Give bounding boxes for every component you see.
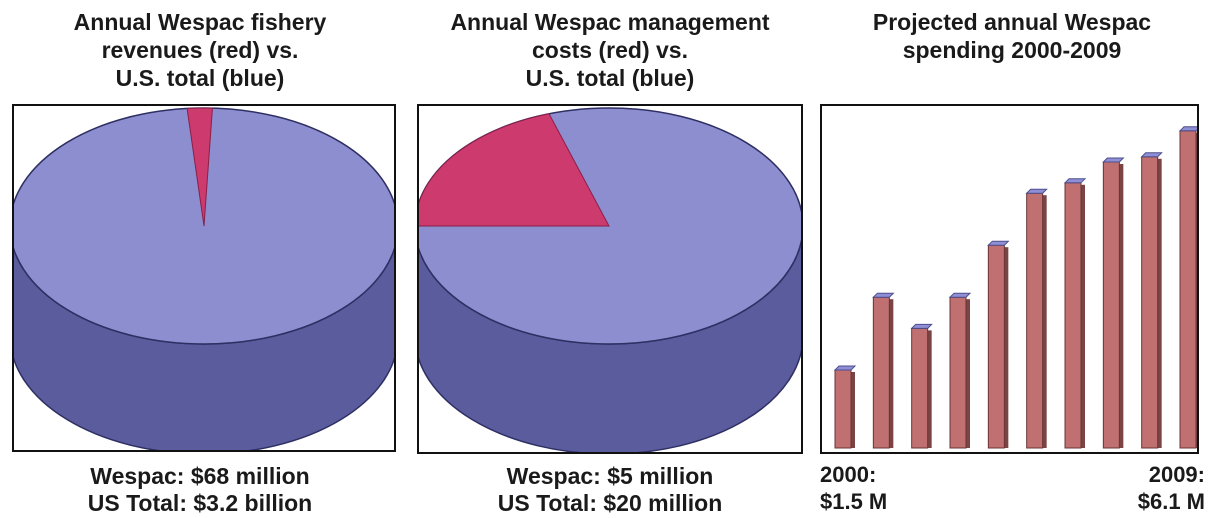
bar-side xyxy=(851,372,855,448)
revenue-pie-panel: Annual Wespac fishery revenues (red) vs.… xyxy=(0,0,400,518)
costs-pie-chart xyxy=(419,107,801,452)
bar-top xyxy=(1063,178,1087,184)
spending-bar-panel: Projected annual Wespac spending 2000-20… xyxy=(815,0,1209,518)
bar-2005 xyxy=(1025,188,1048,449)
revenue-pie-caption-us-total: US Total: $3.2 billion xyxy=(87,490,313,516)
costs-pie-panel: Annual Wespac management costs (red) vs.… xyxy=(410,0,810,518)
costs-pie-title: Annual Wespac management costs (red) vs.… xyxy=(450,9,770,91)
revenue-pie-title: Annual Wespac fishery revenues (red) vs.… xyxy=(73,9,327,91)
bar-side xyxy=(1157,158,1162,449)
bar-side xyxy=(927,330,932,448)
bar-front xyxy=(1102,161,1120,449)
bar-top xyxy=(948,292,972,298)
bar-front xyxy=(834,369,852,449)
bar-front xyxy=(911,327,929,449)
bar-front xyxy=(1179,130,1197,449)
spending-bar-title: Projected annual Wespac spending 2000-20… xyxy=(872,9,1152,63)
bar-front xyxy=(1026,192,1044,449)
bar-front xyxy=(1141,156,1159,449)
bar-top xyxy=(910,323,933,329)
bar-side xyxy=(889,299,894,448)
bar-front xyxy=(1064,182,1082,449)
bar-top xyxy=(833,365,857,371)
bar-top xyxy=(1140,152,1163,158)
bar-label-right-value: $6.1 M xyxy=(1137,489,1205,514)
pie-slice-wespac xyxy=(186,107,213,227)
bar-front xyxy=(949,296,967,449)
bar-2006 xyxy=(1063,178,1087,449)
bar-top xyxy=(987,240,1010,246)
bar-2000 xyxy=(833,365,857,449)
revenue-pie-caption-wespac: Wespac: $68 million xyxy=(90,463,310,489)
bar-side xyxy=(1042,195,1047,448)
bar-front xyxy=(872,296,890,449)
bar-2007 xyxy=(1102,157,1125,449)
bar-side xyxy=(1119,164,1124,448)
costs-pie-frame xyxy=(417,104,803,454)
bar-2008 xyxy=(1140,152,1163,449)
bar-label-right-year: 2009: xyxy=(1148,462,1205,487)
bar-top xyxy=(1025,188,1048,194)
costs-pie-caption-wespac: Wespac: $5 million xyxy=(506,463,714,489)
bar-side xyxy=(1004,247,1009,448)
bar-2004 xyxy=(987,240,1010,449)
bar-2002 xyxy=(910,323,933,449)
bar-front xyxy=(987,244,1005,449)
revenue-pie-frame xyxy=(12,104,396,452)
bar-label-left-year: 2000: xyxy=(820,462,877,487)
bar-top xyxy=(1178,126,1197,132)
bar-label-left-value: $1.5 M xyxy=(820,489,888,514)
bar-2003 xyxy=(948,292,972,449)
bar-2009 xyxy=(1178,126,1197,449)
revenue-pie-chart xyxy=(14,107,394,450)
bar-top xyxy=(872,292,895,298)
pie-slice-wespac xyxy=(419,113,610,227)
bar-top xyxy=(1102,157,1125,163)
costs-pie-caption-us-total: US Total: $20 million xyxy=(497,490,723,516)
spending-bar-frame xyxy=(820,104,1199,454)
bar-side xyxy=(966,299,970,448)
bar-side xyxy=(1081,184,1085,449)
spending-bar-chart xyxy=(833,126,1197,449)
bar-2001 xyxy=(872,292,895,449)
